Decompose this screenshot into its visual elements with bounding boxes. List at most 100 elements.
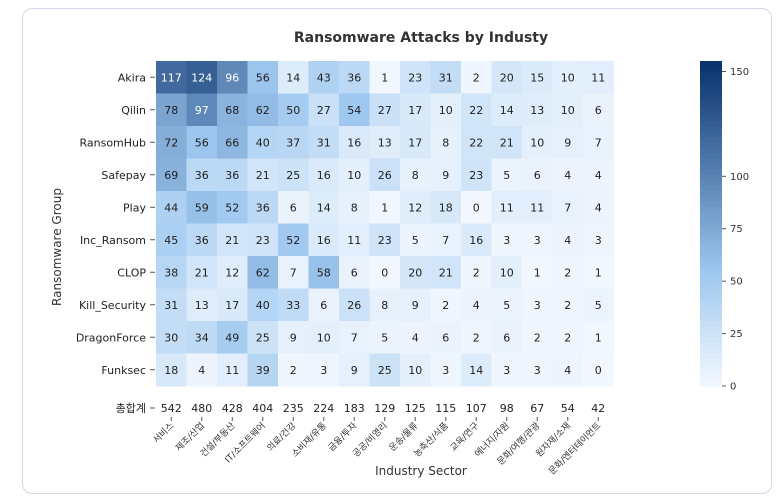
cell-value-label: 27	[317, 104, 331, 117]
cell-value-label: 10	[561, 71, 575, 84]
cell-value-label: 2	[534, 331, 541, 344]
cell-value-label: 43	[317, 71, 331, 84]
cell-value-label: 31	[317, 136, 331, 149]
cell-value-label: 3	[534, 364, 541, 377]
cell-value-label: 31	[164, 299, 178, 312]
cell-value-label: 6	[351, 266, 358, 279]
colorbar-segment	[700, 245, 722, 252]
cell-value-label: 2	[442, 299, 449, 312]
heatmap-cell	[278, 126, 309, 159]
colorbar-tick-label: 75	[730, 224, 743, 235]
cell-value-label: 10	[500, 266, 514, 279]
colorbar-segment	[700, 283, 722, 290]
cell-value-label: 78	[164, 104, 178, 117]
heatmap-cell	[186, 223, 218, 257]
cell-value-label: 2	[473, 71, 480, 84]
total-value-label: 404	[252, 402, 273, 415]
heatmap-cell	[308, 93, 340, 127]
heatmap-cell	[247, 126, 279, 159]
colorbar-segment	[700, 342, 722, 349]
cell-value-label: 7	[442, 234, 449, 247]
colorbar-segment	[700, 239, 722, 246]
heatmap-cell	[400, 126, 431, 159]
cell-value-label: 4	[412, 331, 419, 344]
colorbar-segment	[700, 136, 722, 143]
heatmap-cell	[369, 61, 401, 94]
heatmap-cell	[430, 353, 462, 387]
colorbar-segment	[700, 288, 722, 295]
heatmap-cell	[369, 93, 401, 127]
cell-value-label: 40	[256, 299, 270, 312]
heatmap-cell	[583, 353, 614, 387]
heatmap-cell	[156, 61, 187, 94]
cell-value-label: 16	[317, 234, 331, 247]
cell-value-label: 1	[595, 266, 602, 279]
heatmap-cell	[186, 256, 218, 289]
cell-value-label: 25	[256, 331, 270, 344]
cell-value-label: 1	[595, 331, 602, 344]
heatmap-cell	[583, 321, 614, 354]
heatmap-cell	[583, 288, 614, 322]
total-value-label: 542	[161, 402, 182, 415]
colorbar-segment	[700, 158, 722, 165]
heatmap-cell	[461, 191, 492, 224]
heatmap-cell	[186, 126, 218, 159]
cell-value-label: 9	[351, 364, 358, 377]
heatmap-cell	[247, 321, 279, 354]
colorbar-segment	[700, 147, 722, 154]
cell-value-label: 36	[195, 169, 209, 182]
cell-value-label: 124	[191, 71, 212, 84]
heatmap-cell	[369, 158, 401, 192]
heatmap-cell	[156, 288, 187, 322]
heatmap-cell	[522, 126, 553, 159]
total-value-label: 428	[222, 402, 243, 415]
heatmap-cell	[491, 256, 523, 289]
heatmap-cell	[522, 191, 553, 224]
heatmap-cell	[339, 321, 370, 354]
heatmap-cell	[461, 223, 492, 257]
cell-value-label: 2	[564, 266, 571, 279]
cell-value-label: 37	[286, 136, 300, 149]
cell-value-label: 96	[225, 71, 239, 84]
heatmap-cell	[278, 321, 309, 354]
heatmap-cell	[552, 288, 584, 322]
cell-value-label: 16	[469, 234, 483, 247]
heatmap-cell	[552, 256, 584, 289]
cell-value-label: 6	[320, 299, 327, 312]
heatmap-cell	[339, 158, 370, 192]
cell-value-label: 13	[195, 299, 209, 312]
colorbar-segment	[700, 163, 722, 170]
heatmap-chart: Ransomware Attacks by Industy Industry S…	[50, 30, 749, 478]
heatmap-cell	[186, 321, 218, 354]
cell-value-label: 36	[195, 234, 209, 247]
heatmap-cell	[552, 93, 584, 127]
total-value-label: 115	[435, 402, 456, 415]
colorbar-segment	[700, 115, 722, 122]
cell-value-label: 7	[564, 201, 571, 214]
heatmap-cell	[552, 158, 584, 192]
heatmap-cell	[369, 321, 401, 354]
heatmap-cell	[217, 321, 248, 354]
cell-value-label: 4	[473, 299, 480, 312]
total-value-label: 125	[405, 402, 426, 415]
cell-value-label: 72	[164, 136, 178, 149]
colorbar-segment	[700, 256, 722, 263]
cell-value-label: 1	[381, 71, 388, 84]
row-label: Kill_Security	[79, 299, 147, 312]
heatmap-cell	[491, 191, 523, 224]
cell-value-label: 10	[347, 169, 361, 182]
cell-value-label: 66	[225, 136, 239, 149]
cell-value-label: 4	[564, 169, 571, 182]
colorbar-segment	[700, 61, 722, 68]
colorbar-segment	[700, 337, 722, 344]
cell-value-label: 15	[530, 71, 544, 84]
cell-value-label: 97	[195, 104, 209, 117]
cell-value-label: 10	[408, 364, 422, 377]
cell-value-label: 9	[442, 169, 449, 182]
colorbar-tick-label: 150	[730, 67, 749, 78]
heatmap-cell	[339, 288, 370, 322]
heatmap-cell	[430, 158, 462, 192]
cell-value-label: 12	[408, 201, 422, 214]
heatmap-cell	[217, 256, 248, 289]
cell-value-label: 56	[195, 136, 209, 149]
